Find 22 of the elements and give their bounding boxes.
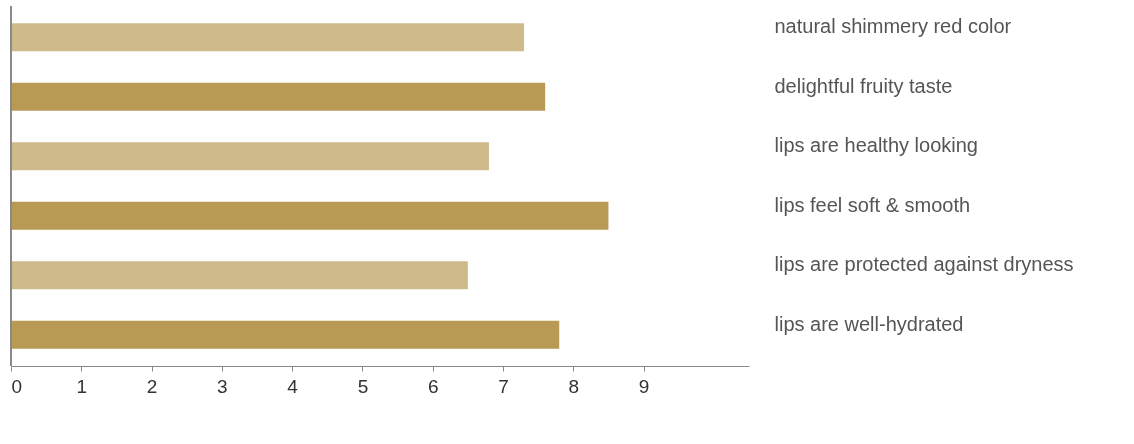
x-tick-label: 2: [146, 375, 158, 397]
x-tick-label: 3: [217, 375, 228, 397]
x-tick-label: 4: [287, 375, 299, 397]
bar: [11, 82, 546, 111]
bar: [11, 142, 489, 171]
y-tick-label: lips feel soft & smooth: [774, 193, 971, 216]
x-tick-label: 6: [427, 375, 439, 397]
x-tick-label: 7: [498, 375, 509, 397]
x-tick-label: 8: [568, 375, 580, 397]
bar: [11, 23, 525, 52]
bar: [11, 201, 609, 230]
y-tick-label: lips are protected against dryness: [774, 253, 1074, 276]
y-tick-label: lips are well-hydrated: [774, 312, 964, 335]
y-tick-label: lips are healthy looking: [774, 134, 978, 157]
y-tick-label: natural shimmery red color: [774, 15, 1012, 38]
x-tick-label: 1: [76, 375, 88, 397]
bar: [11, 261, 468, 290]
bar: [11, 320, 560, 349]
x-tick-label: 0: [11, 375, 23, 397]
x-tick-label: 5: [357, 375, 369, 397]
y-tick-label: delightful fruity taste: [774, 74, 953, 97]
x-tick-label: 9: [638, 375, 650, 397]
